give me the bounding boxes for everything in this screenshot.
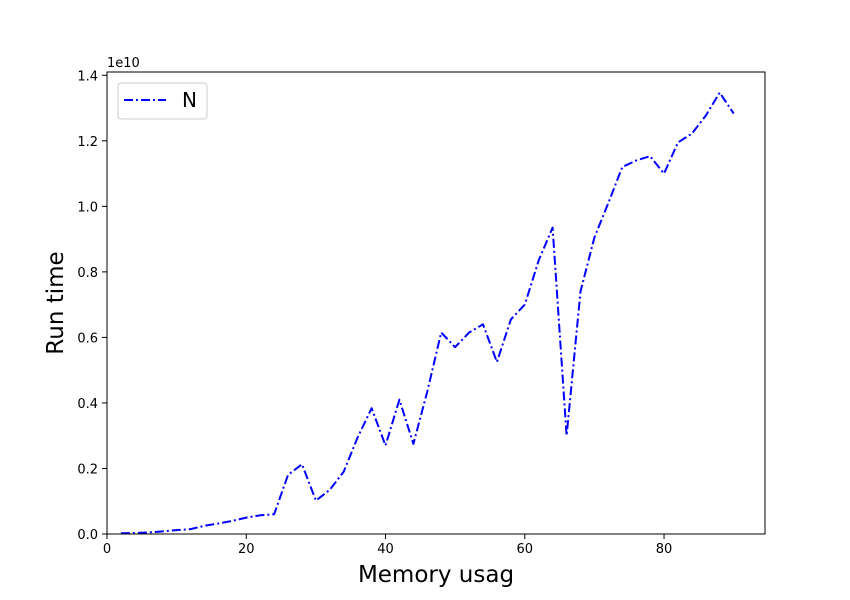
y-tick-label: 0.2 [77,462,98,477]
y-tick-label: 1.4 [77,69,98,84]
plot-area [120,91,735,535]
x-tick-label: 60 [517,542,534,557]
y-tick-label: 0.6 [77,331,98,346]
series-line-n [120,91,735,535]
y-tick-label: 1.0 [77,200,98,215]
y-tick-label: 1.2 [77,135,98,150]
x-tick-label: 80 [656,542,673,557]
y-offset-label: 1e10 [107,56,140,71]
x-tick-label: 40 [377,542,394,557]
y-tick-label: 0.8 [77,266,98,281]
axes-frame [106,71,766,535]
axes: 0 20 40 60 80 0.0 0.2 0.4 0.6 0.8 1.0 1.2 1.4 [77,69,766,557]
x-axis-label: Memory usag [358,562,514,588]
legend-entry-n: N [182,88,197,112]
x-tick-label: 20 [238,542,255,557]
y-tick-label: 0.4 [77,397,98,412]
legend: N [117,82,208,120]
x-tick-label: 0 [103,542,111,557]
y-tick-label: 0.0 [77,528,98,543]
y-axis-label: Run time [43,251,69,354]
